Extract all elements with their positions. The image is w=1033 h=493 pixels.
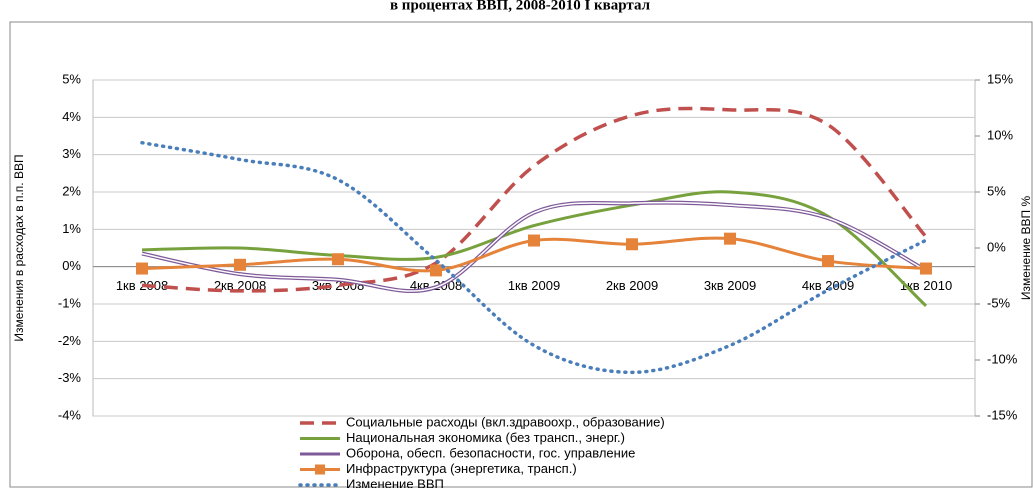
y-tick-label: 5% — [62, 71, 81, 86]
y-tick-label: 2% — [62, 183, 81, 198]
marker — [528, 234, 540, 247]
legend-label: Инфраструктура (энергетика, трансп.) — [346, 461, 577, 476]
x-tick-label: 1кв 2010 — [900, 278, 952, 293]
y-tick-label: 3% — [62, 146, 81, 161]
y2-tick-label: 5% — [987, 183, 1006, 198]
x-tick-label: 2кв 2009 — [606, 278, 658, 293]
legend-label: Оборона, обесп. безопасности, гос. управ… — [346, 445, 635, 460]
legend-label: Национальная экономика (без трансп., эне… — [346, 430, 625, 445]
series-line — [140, 140, 928, 375]
x-tick-label: 1кв 2009 — [508, 278, 560, 293]
y2-tick-label: -15% — [987, 407, 1018, 422]
series-line — [141, 190, 928, 307]
x-tick-label: 3кв 2009 — [704, 278, 756, 293]
y-tick-label: -1% — [58, 295, 82, 310]
series-line-inner — [141, 201, 927, 292]
y-tick-label: 1% — [62, 221, 81, 236]
y2-axis-label: Изменение ВВП % — [1019, 196, 1033, 301]
chart-title: в процентах ВВП, 2008-2010 I квартал — [390, 0, 651, 13]
legend-marker — [315, 464, 325, 475]
marker — [234, 258, 246, 271]
marker — [430, 264, 442, 277]
y-axis-label: Изменения в расходах в п.п. ВВП — [12, 154, 26, 341]
marker — [920, 262, 932, 275]
y-tick-label: -3% — [58, 370, 82, 385]
legend-label: Изменение ВВП — [346, 476, 444, 488]
legend-label: Социальные расходы (вкл.здравоохр., обра… — [346, 414, 665, 429]
y2-tick-label: 10% — [987, 127, 1013, 142]
chart-border — [9, 21, 1033, 488]
y2-tick-label: -10% — [987, 351, 1018, 366]
y-tick-label: 0% — [62, 258, 81, 273]
marker — [626, 238, 638, 251]
series-line — [141, 106, 928, 293]
marker — [136, 262, 148, 275]
x-tick-label: 4кв 2009 — [802, 278, 854, 293]
y2-tick-label: 15% — [987, 71, 1013, 86]
y2-tick-label: -5% — [987, 295, 1011, 310]
marker — [332, 253, 344, 266]
y-tick-label: -4% — [58, 407, 82, 422]
y-tick-label: 4% — [62, 109, 81, 124]
marker — [822, 255, 834, 268]
y-tick-label: -2% — [58, 333, 82, 348]
y2-tick-label: 0% — [987, 239, 1006, 254]
marker — [724, 232, 736, 245]
